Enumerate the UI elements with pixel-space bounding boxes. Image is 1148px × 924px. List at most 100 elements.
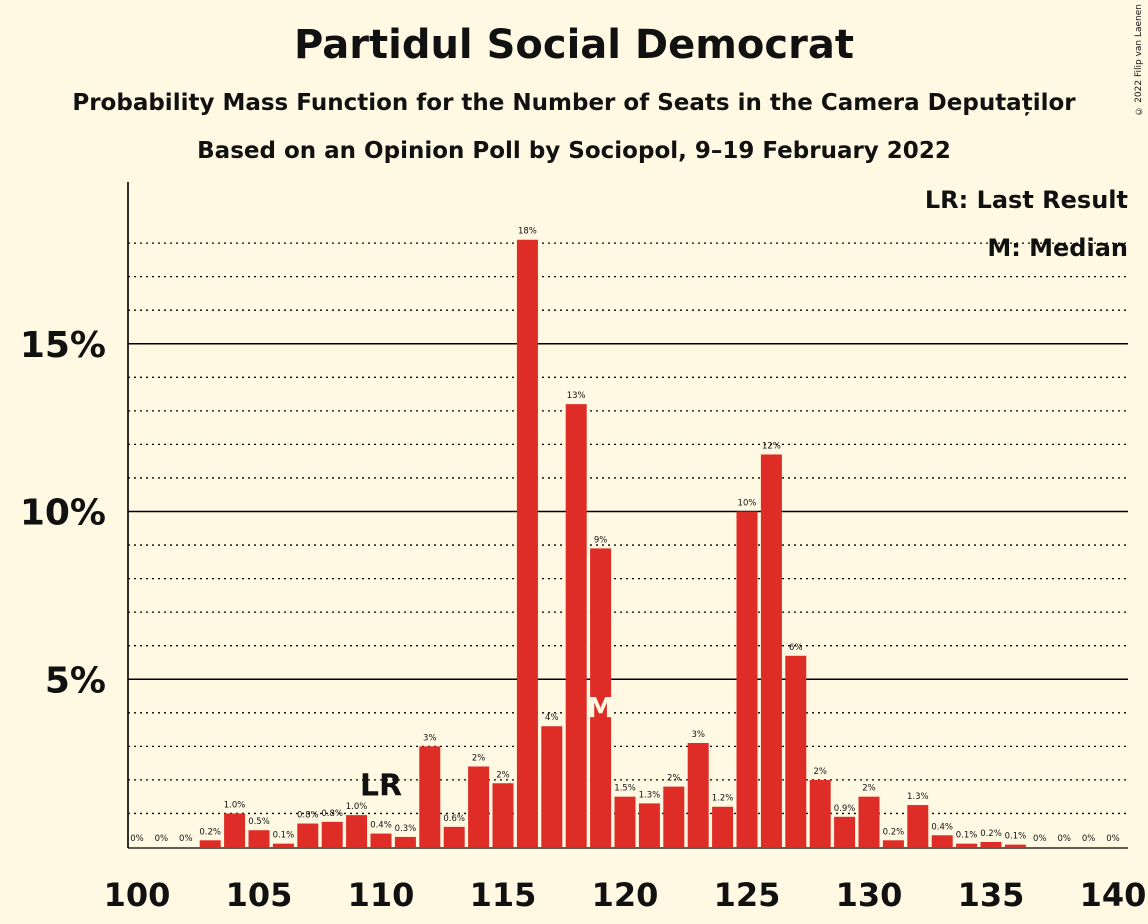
bar-value-label: 13% bbox=[567, 391, 586, 401]
bar-value-label: 12% bbox=[762, 441, 781, 451]
bar-value-label: 0% bbox=[1033, 834, 1047, 844]
bar-value-label: 1.3% bbox=[907, 792, 929, 802]
bar-value-label: 1.0% bbox=[224, 800, 246, 810]
bar-value-label: 3% bbox=[691, 730, 705, 740]
x-tick-label: 100 bbox=[104, 876, 171, 914]
bar-value-label: 0% bbox=[130, 834, 144, 844]
bar-value-label: 10% bbox=[738, 499, 757, 509]
grid-lines bbox=[128, 242, 1128, 815]
bar-seat-131 bbox=[882, 840, 904, 847]
bar-value-label: 4% bbox=[545, 713, 559, 723]
bar-value-label: 0.2% bbox=[199, 827, 221, 837]
bar-labels-group: 0% 0% 0%0.2%1.0%0.5%0.1%0.8% 0.8%1.0%0.4% 0.… bbox=[130, 227, 1120, 844]
bar-value-label: 2% bbox=[862, 784, 876, 794]
bar-seat-133 bbox=[931, 835, 953, 847]
bar-value-label: 1.5% bbox=[614, 784, 636, 794]
bar-seat-122 bbox=[663, 786, 685, 847]
x-tick-label: 135 bbox=[958, 876, 1025, 914]
bar-value-label: 1.3% bbox=[639, 790, 661, 800]
bar-value-label: 0.5% bbox=[248, 817, 270, 827]
bar-seat-103 bbox=[199, 840, 221, 847]
x-tick-label: 125 bbox=[714, 876, 781, 914]
bar-value-label: 0.1% bbox=[273, 831, 295, 841]
bar-seat-110 bbox=[370, 833, 392, 847]
bar-value-label: 0% bbox=[1082, 834, 1096, 844]
chart-title: Partidul Social Democrat bbox=[294, 22, 854, 68]
bar-value-label: 0.2% bbox=[980, 829, 1002, 839]
bar-value-label: 1.0% bbox=[346, 802, 368, 812]
bar-seat-114 bbox=[468, 766, 490, 847]
chart-source-line: Based on an Opinion Poll by Sociopol, 9–… bbox=[197, 138, 951, 164]
bar-value-label: 0.1% bbox=[1005, 832, 1027, 842]
y-tick-label: 5% bbox=[45, 660, 106, 701]
bar-value-label: 2% bbox=[813, 767, 827, 777]
bar-value-label: 0% bbox=[1057, 834, 1071, 844]
x-tick-label: 105 bbox=[226, 876, 293, 914]
bar-seat-109 bbox=[346, 815, 368, 847]
bar-seat-132 bbox=[907, 805, 929, 847]
bar-seat-123 bbox=[687, 742, 709, 847]
x-tick-label: 130 bbox=[836, 876, 903, 914]
median-marker: M bbox=[587, 691, 615, 724]
bar-seat-117 bbox=[541, 726, 563, 847]
bar-seat-129 bbox=[834, 816, 856, 847]
bar-value-label: 9% bbox=[594, 535, 608, 545]
bar-value-label: 0% bbox=[179, 834, 193, 844]
bar-seat-116 bbox=[516, 239, 538, 847]
bar-value-label: 0.8% bbox=[297, 811, 319, 821]
legend-median: M: Median bbox=[987, 234, 1128, 262]
bar-value-label: 2% bbox=[667, 774, 681, 784]
bar-value-label: 0.9% bbox=[834, 804, 856, 814]
bar-seat-119 bbox=[590, 548, 612, 847]
bar-seat-125 bbox=[736, 511, 758, 847]
bar-seat-126 bbox=[760, 454, 782, 847]
bar-seat-136 bbox=[1004, 844, 1026, 847]
bar-value-label: 3% bbox=[423, 733, 437, 743]
bar-seat-115 bbox=[492, 783, 514, 847]
bar-value-label: 0.8% bbox=[321, 809, 343, 819]
bar-value-label: 0% bbox=[155, 834, 169, 844]
x-tick-label: 115 bbox=[470, 876, 537, 914]
bar-value-label: 0% bbox=[1106, 834, 1120, 844]
chart-subtitle: Probability Mass Function for the Number… bbox=[72, 90, 1076, 116]
x-tick-label: 120 bbox=[592, 876, 659, 914]
bar-value-label: 0.2% bbox=[883, 827, 905, 837]
bar-seat-113 bbox=[443, 826, 465, 847]
bar-seat-120 bbox=[614, 796, 636, 847]
bar-seat-118 bbox=[565, 404, 587, 847]
x-tick-label: 110 bbox=[348, 876, 415, 914]
last-result-marker: LR bbox=[360, 769, 402, 804]
bar-seat-124 bbox=[712, 806, 734, 847]
markers-group: LR M bbox=[360, 691, 615, 803]
bar-seat-112 bbox=[419, 746, 441, 847]
bar-seat-106 bbox=[272, 843, 294, 847]
bar-seat-127 bbox=[785, 655, 807, 847]
bar-seat-105 bbox=[248, 830, 270, 847]
bar-seat-111 bbox=[394, 836, 416, 847]
bar-seat-134 bbox=[956, 843, 978, 847]
bar-value-label: 0.1% bbox=[956, 831, 978, 841]
bar-value-label: 0.4% bbox=[931, 822, 953, 832]
bar-seat-135 bbox=[980, 841, 1002, 847]
bar-value-label: 0.3% bbox=[395, 824, 417, 834]
bar-value-label: 0.6% bbox=[443, 814, 465, 824]
bar-seat-108 bbox=[321, 821, 343, 847]
bar-seat-107 bbox=[297, 823, 319, 847]
bars-group bbox=[199, 239, 1026, 847]
bar-seat-121 bbox=[638, 803, 660, 847]
bar-seat-104 bbox=[224, 813, 246, 847]
bar-seat-128 bbox=[809, 779, 831, 847]
bar-value-label: 6% bbox=[789, 643, 803, 653]
bar-value-label: 1.2% bbox=[712, 794, 734, 804]
bar-value-label: 2% bbox=[496, 770, 510, 780]
axes-group: 5% 10% 15% 100 105 110 115 120 125 130 135 140 bbox=[20, 182, 1147, 914]
y-tick-label: 15% bbox=[20, 325, 106, 366]
bar-seat-130 bbox=[858, 796, 880, 847]
bar-value-label: 2% bbox=[472, 753, 486, 763]
y-tick-label: 10% bbox=[20, 493, 106, 534]
bar-value-label: 0.4% bbox=[370, 821, 392, 831]
x-tick-label: 140 bbox=[1080, 876, 1147, 914]
legend-last-result: LR: Last Result bbox=[924, 186, 1128, 214]
bar-value-label: 18% bbox=[518, 227, 537, 237]
